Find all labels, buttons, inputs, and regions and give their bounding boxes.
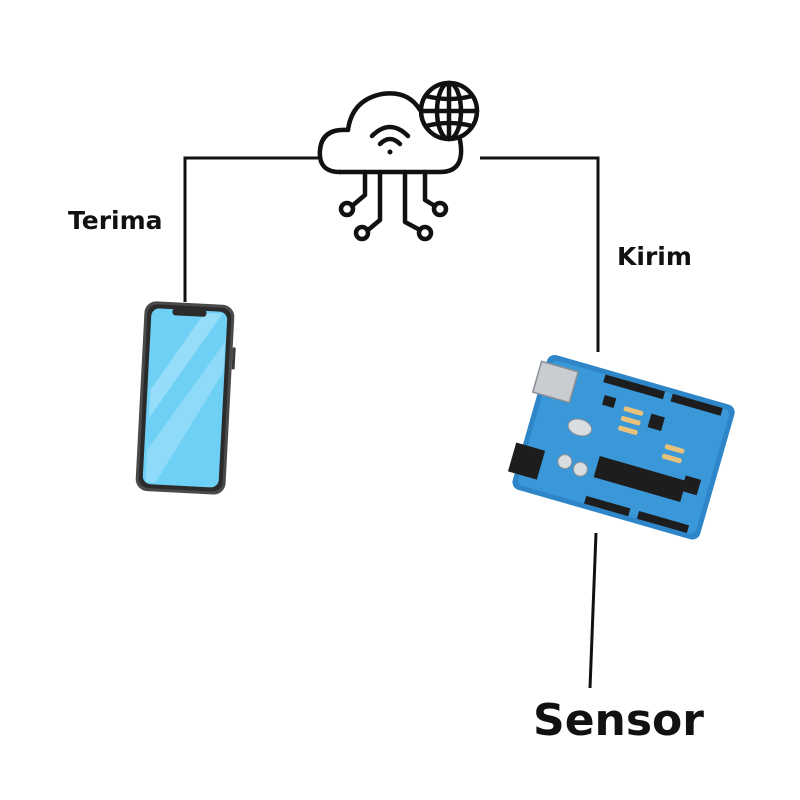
smartphone-icon — [135, 301, 236, 495]
connector-board-sensor — [588, 532, 598, 689]
arduino-board-icon — [507, 354, 735, 540]
receive-label: Terima — [68, 206, 163, 235]
connector-phone-cloud — [183, 156, 318, 302]
cloud-iot-icon — [317, 80, 480, 242]
sensor-label: Sensor — [533, 695, 704, 746]
send-label: Kirim — [617, 242, 692, 271]
connector-cloud-board — [480, 156, 600, 352]
